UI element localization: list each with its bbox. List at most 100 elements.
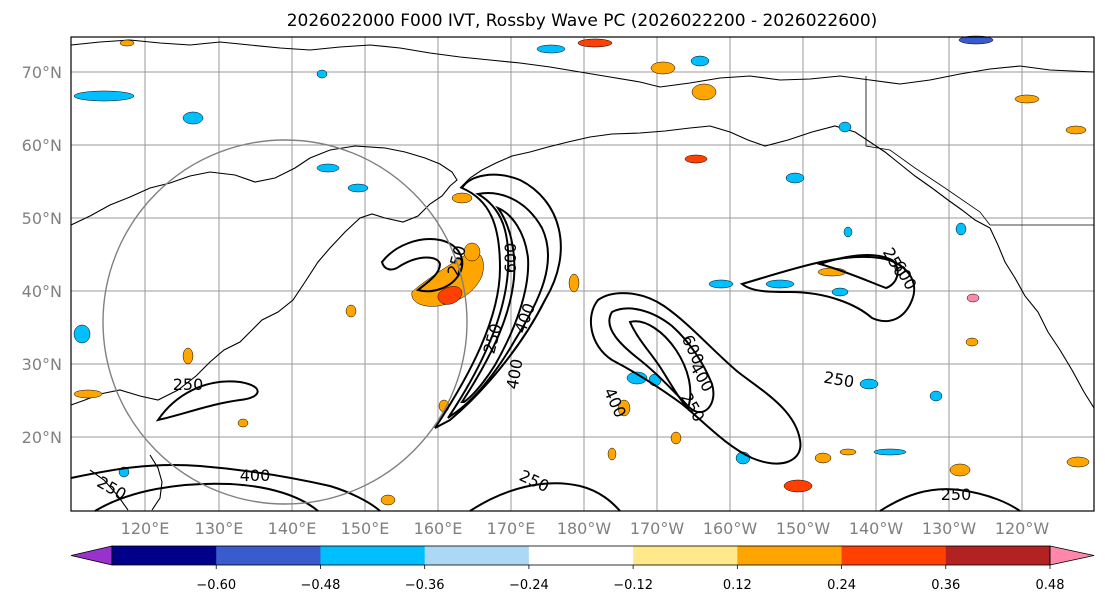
anomaly-patch <box>607 447 617 461</box>
anomaly-patch <box>73 389 103 399</box>
lon-label: 180°W <box>557 519 612 538</box>
anomaly-patch <box>838 121 852 133</box>
anomaly-patch <box>670 431 682 445</box>
lat-label: 50°N <box>22 209 62 228</box>
colorbar-tick-label: −0.12 <box>613 578 653 593</box>
ivt-contour-250-southern <box>70 463 381 512</box>
anomaly-patch <box>859 378 879 390</box>
anomaly-patch <box>237 418 249 428</box>
border-alaska-canada <box>865 76 991 226</box>
map-panel: 250 4006002504002504006002504002502502504… <box>70 35 1095 512</box>
anomaly-patch <box>1065 125 1087 135</box>
anomaly-patch <box>182 111 204 125</box>
anomaly-patch <box>783 479 813 493</box>
ivt-contour-250-south-central <box>469 482 621 512</box>
latitude-labels: 70°N 60°N 50°N 40°N 30°N 20°N <box>22 63 62 447</box>
colorbar-segment <box>112 546 217 565</box>
anomaly-patch <box>708 279 734 289</box>
positive-anomaly-core <box>411 251 484 307</box>
ivt-contour-250-atmospheric-river <box>434 173 562 429</box>
reference-circle <box>102 139 468 505</box>
ivt-contour-400-east-pacific <box>816 254 899 290</box>
anomaly-patch <box>536 44 566 54</box>
lat-label: 20°N <box>22 428 62 447</box>
ivt-contour-600-atmospheric-river <box>460 205 530 403</box>
lon-label: 130°W <box>922 519 977 538</box>
lon-label: 160°E <box>414 519 463 538</box>
anomaly-patch <box>577 38 613 48</box>
ivt-contour-250-south-east <box>879 488 1021 512</box>
colorbar-segment <box>424 546 530 565</box>
coastlines <box>70 39 1095 511</box>
anomaly-patch <box>316 163 340 173</box>
coastline-arctic <box>70 39 1095 88</box>
lon-label: 170°E <box>487 519 536 538</box>
anomaly-patch <box>814 452 832 464</box>
anomaly-patch <box>347 183 369 193</box>
lon-label: 120°E <box>121 519 170 538</box>
ivt-contour-250-central-pacific <box>589 292 802 465</box>
coastline-alaska <box>459 125 991 229</box>
anomaly-patch <box>691 83 717 101</box>
ivt-contour-250-hook <box>380 238 464 293</box>
anomaly-patch <box>839 448 857 456</box>
map-background <box>71 37 1094 511</box>
lat-label: 70°N <box>22 63 62 82</box>
lon-label: 140°W <box>849 519 904 538</box>
colorbar-tick-label: −0.48 <box>301 578 341 593</box>
contour-label: 400 <box>240 466 271 485</box>
anomaly-patch <box>955 222 967 236</box>
lon-label: 150°E <box>341 519 390 538</box>
colorbar: −0.60 −0.48 −0.36 −0.24 −0.12 0.12 0.24 0.36 0.4… <box>70 545 1095 593</box>
anomaly-patch <box>843 226 853 238</box>
colorbar-segment <box>945 546 1051 565</box>
colorbar-segment <box>320 546 426 565</box>
colorbar-extend-high <box>1049 545 1095 566</box>
anomaly-patch <box>568 273 580 293</box>
anomaly-patch <box>182 347 194 365</box>
colorbar-tick-label: −0.36 <box>405 578 445 593</box>
contour-label: 250 <box>941 485 972 504</box>
ivt-contour-250-west-pacific <box>155 380 259 422</box>
coastline-borneo <box>89 469 129 511</box>
anomaly-patch <box>965 337 979 347</box>
lon-label: 150°W <box>776 519 831 538</box>
anomaly-patch <box>316 69 328 79</box>
ivt-contours <box>70 173 1021 512</box>
anomaly-patch <box>929 390 943 402</box>
borders <box>865 76 1094 226</box>
colorbar-segment <box>841 546 947 565</box>
colorbar-segment <box>528 546 634 565</box>
anomaly-patch <box>785 172 805 184</box>
lon-label: 160°W <box>703 519 758 538</box>
coastline-north-america <box>989 227 1095 409</box>
anomaly-patch <box>831 287 849 297</box>
ivt-contour-400-atmospheric-river <box>447 192 550 419</box>
anomaly-patch <box>966 293 980 303</box>
anomaly-patch <box>1014 94 1040 104</box>
ivt-contour-400-central-pacific <box>608 307 715 414</box>
colorbar-segment <box>216 546 321 565</box>
anomaly-patch <box>949 463 971 477</box>
colorbar-tick-label: 0.12 <box>723 578 752 593</box>
anomaly-patch <box>873 448 907 456</box>
colorbar-tick-label: −0.60 <box>196 578 236 593</box>
anomaly-patch <box>380 494 396 506</box>
colorbar-tick-label: 0.36 <box>931 578 960 593</box>
anomaly-patch <box>650 61 676 75</box>
colorbar-frame <box>111 545 1051 566</box>
anomaly-patch <box>463 242 481 262</box>
anomaly-patch <box>73 90 135 102</box>
anomaly-patch <box>626 371 648 385</box>
positive-anomaly-peak <box>437 286 463 305</box>
anomaly-patch <box>617 399 631 417</box>
coastline-asia <box>70 145 458 406</box>
longitude-labels: 120°E 130°E 140°E 150°E 160°E 170°E 180°W 170°W… <box>121 519 1050 538</box>
map-frame <box>70 36 1095 512</box>
anomaly-patch <box>345 304 357 318</box>
anomaly-patch <box>684 154 708 164</box>
figure-title: 2026022000 F000 IVT, Rossby Wave PC (202… <box>287 11 878 31</box>
lon-label: 140°E <box>268 519 317 538</box>
colorbar-tick-label: −0.24 <box>509 578 549 593</box>
